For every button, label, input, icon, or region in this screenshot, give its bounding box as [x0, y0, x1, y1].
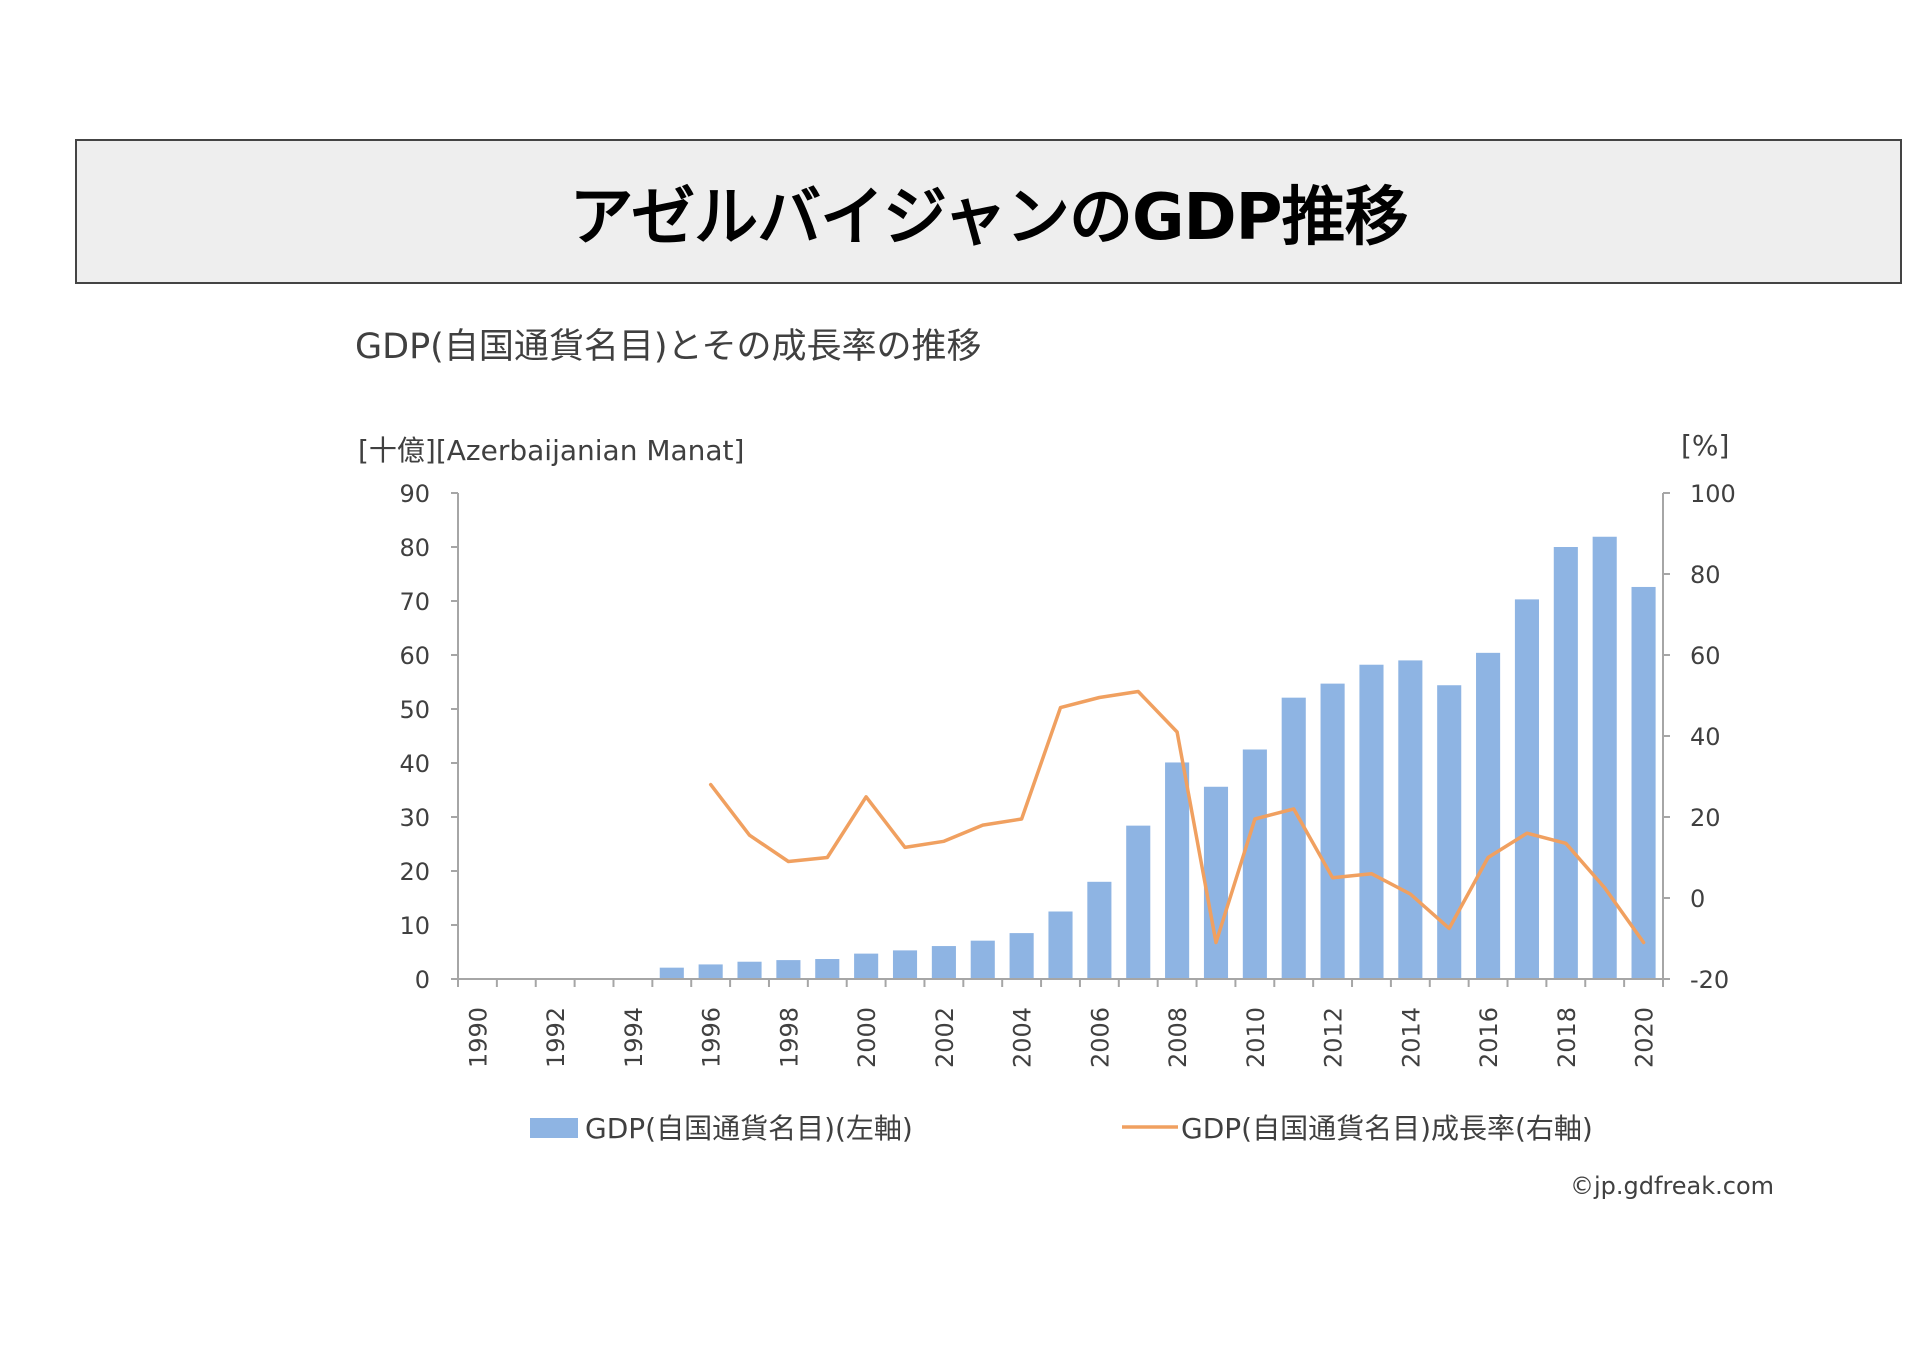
x-tick-label: 2000: [853, 1007, 881, 1068]
x-tick-label: 2008: [1164, 1007, 1192, 1068]
left-tick-label: 10: [399, 912, 430, 940]
left-tick-label: 0: [415, 966, 430, 994]
x-tick-label: 2006: [1086, 1007, 1114, 1068]
gdp-bar: [1048, 911, 1073, 979]
x-tick-label: 2004: [1009, 1007, 1037, 1068]
right-tick-label: 40: [1690, 723, 1721, 751]
x-tick-label: 2002: [931, 1007, 959, 1068]
left-axis-title: [十億][Azerbaijanian Manat]: [358, 434, 744, 467]
left-tick-label: 30: [399, 804, 430, 832]
gdp-bar: [931, 946, 956, 979]
right-tick-label: 20: [1690, 804, 1721, 832]
gdp-bar: [1320, 683, 1345, 979]
x-tick-label: 1996: [698, 1007, 726, 1068]
x-tick-label: 1990: [464, 1007, 492, 1068]
gdp-bar: [1631, 586, 1656, 979]
x-tick-label: 1992: [542, 1007, 570, 1068]
left-tick-label: 40: [399, 750, 430, 778]
chart-title: GDP(自国通貨名目)とその成長率の推移: [355, 327, 982, 367]
gdp-bar: [1592, 536, 1617, 979]
gdp-bar: [970, 940, 995, 979]
gdp-bar: [1553, 547, 1578, 979]
gdp-bar: [892, 950, 918, 979]
right-tick-label: 80: [1690, 561, 1721, 589]
right-tick-label: 100: [1690, 480, 1736, 508]
gdp-bar: [1398, 660, 1423, 979]
x-tick-label: 1998: [775, 1007, 803, 1068]
x-tick-label: 2016: [1475, 1007, 1503, 1068]
left-tick-label: 90: [399, 480, 430, 508]
x-tick-label: 2014: [1397, 1007, 1425, 1068]
x-tick-label: 1994: [620, 1007, 648, 1068]
left-tick-label: 70: [399, 588, 430, 616]
gdp-bar: [1476, 652, 1501, 979]
banner-title: アゼルバイジャンのGDP推移: [569, 180, 1408, 255]
right-tick-label: 0: [1690, 885, 1705, 913]
x-tick-label: 2010: [1242, 1007, 1270, 1068]
growth-rate-line: [708, 689, 1646, 945]
gdp-bar: [1203, 786, 1229, 979]
gdp-bar: [1437, 685, 1462, 979]
right-tick-label: -20: [1690, 966, 1729, 994]
gdp-bar: [1009, 933, 1034, 979]
gdp-bar: [776, 960, 801, 979]
right-tick-label: 60: [1690, 642, 1721, 670]
left-tick-label: 50: [399, 696, 430, 724]
gdp-bar: [698, 964, 723, 979]
gdp-bar: [1126, 825, 1151, 979]
x-tick-label: 2020: [1631, 1007, 1659, 1068]
gdp-bar: [1514, 599, 1540, 979]
gdp-bar: [1242, 749, 1267, 979]
gdp-bar: [1165, 762, 1190, 979]
gdp-bar: [737, 961, 762, 979]
left-tick-label: 80: [399, 534, 430, 562]
x-tick-label: 2012: [1320, 1007, 1348, 1068]
gdp-bar: [1087, 881, 1112, 979]
credit-text: ©jp.gdfreak.com: [1570, 1172, 1775, 1200]
legend-bar-swatch: [530, 1118, 578, 1138]
title-banner: アゼルバイジャンのGDP推移: [75, 139, 1902, 284]
gdp-bar: [659, 967, 684, 979]
x-tick-label: 2018: [1553, 1007, 1581, 1068]
left-tick-label: 20: [399, 858, 430, 886]
gdp-bar: [815, 959, 840, 979]
legend-line-label: GDP(自国通貨名目)成長率(右軸): [1181, 1112, 1593, 1145]
legend-bar-label: GDP(自国通貨名目)(左軸): [585, 1112, 913, 1145]
left-tick-label: 60: [399, 642, 430, 670]
gdp-bar: [854, 953, 879, 979]
right-axis-title: [%]: [1681, 429, 1729, 462]
gdp-bar: [1281, 697, 1306, 979]
gdp-bar: [1359, 664, 1384, 979]
